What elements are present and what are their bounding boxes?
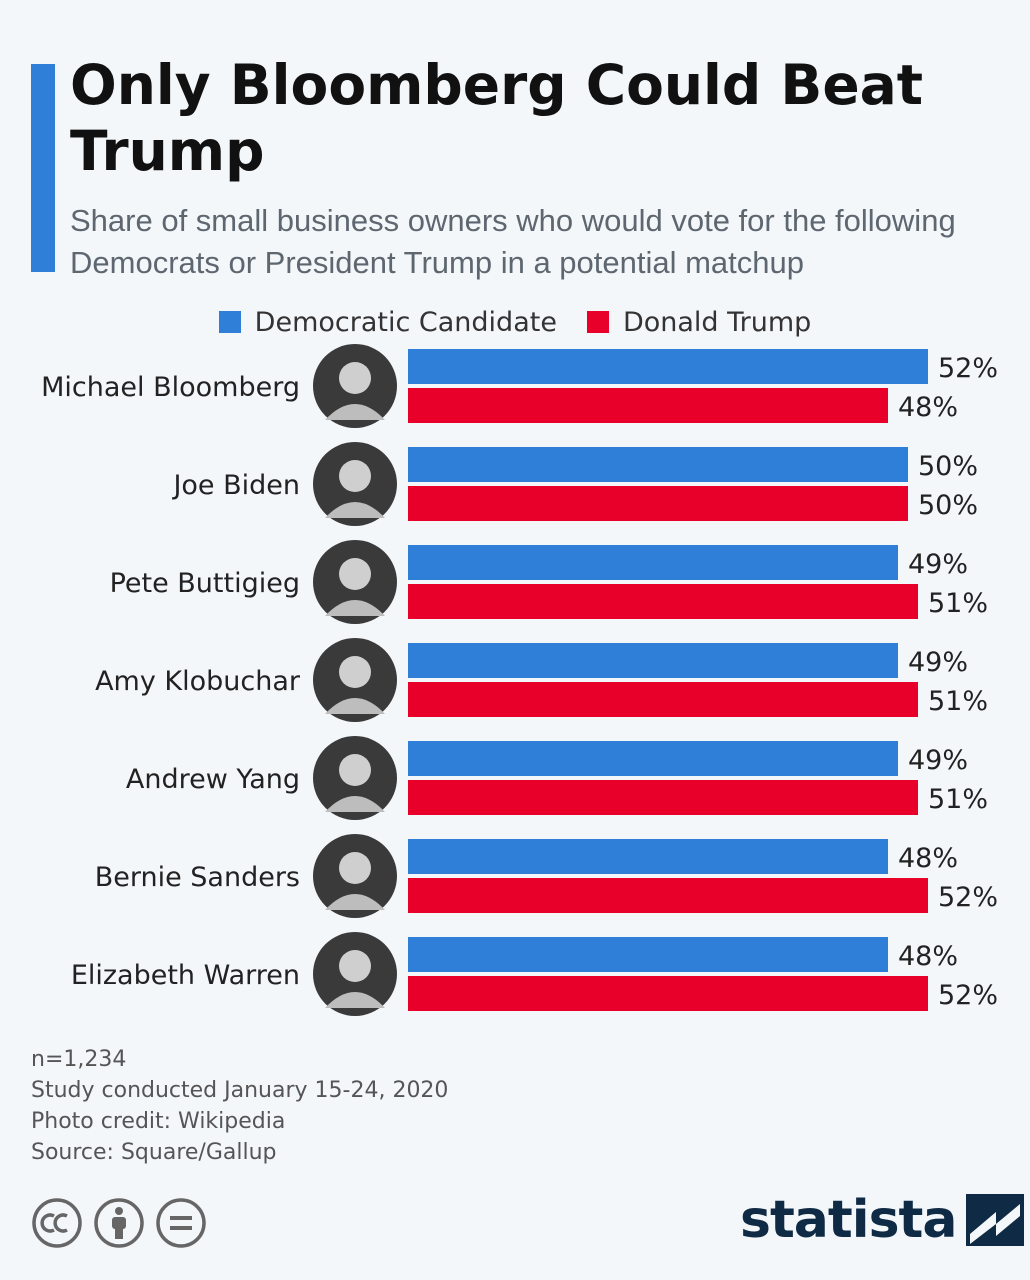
avatar (313, 736, 397, 820)
data-label: 48% (898, 392, 958, 423)
candidate-name-label: Amy Klobuchar (95, 666, 301, 697)
data-label: 51% (928, 588, 988, 619)
data-label: 49% (908, 647, 968, 678)
legend-item-trump: Donald Trump (586, 306, 812, 338)
bar-trump-joe-biden (408, 486, 908, 521)
data-label: 51% (928, 686, 988, 717)
bar-democratic-michael-bloomberg (408, 349, 928, 384)
statista-logo-icon (966, 1194, 1025, 1246)
data-label: 49% (908, 549, 968, 580)
chart-footer: n=1,234 Study conducted January 15-24, 2… (31, 1044, 448, 1168)
candidate-name-label: Pete Buttigieg (110, 568, 300, 599)
bar-group-bernie-sanders: Bernie Sanders 48% 52% (95, 834, 998, 918)
bar-trump-elizabeth-warren (408, 976, 928, 1011)
candidate-name-label: Elizabeth Warren (71, 960, 300, 991)
legend-swatch-trump (586, 311, 609, 333)
legend-item-democratic: Democratic Candidate (218, 306, 557, 338)
bar-trump-michael-bloomberg (408, 388, 888, 423)
bar-trump-bernie-sanders (408, 878, 928, 913)
avatar (313, 834, 397, 918)
bar-group-joe-biden: Joe Biden 50% 50% (171, 442, 978, 526)
data-label: 48% (898, 941, 958, 972)
footer-photo-credit: Photo credit: Wikipedia (31, 1109, 286, 1134)
avatar (313, 344, 397, 428)
bar-trump-pete-buttigieg (408, 584, 918, 619)
bar-group-elizabeth-warren: Elizabeth Warren 48% 52% (71, 932, 998, 1016)
candidate-name-label: Andrew Yang (126, 764, 300, 795)
bar-democratic-elizabeth-warren (408, 937, 888, 972)
attribution-icon[interactable] (94, 1198, 144, 1248)
candidate-name-label: Joe Biden (171, 470, 300, 501)
data-label: 52% (938, 882, 998, 913)
bar-democratic-andrew-yang (408, 741, 898, 776)
data-label: 52% (938, 980, 998, 1011)
candidate-name-label: Bernie Sanders (95, 862, 300, 893)
bar-democratic-pete-buttigieg (408, 545, 898, 580)
bar-trump-andrew-yang (408, 780, 918, 815)
footer-study-dates: Study conducted January 15-24, 2020 (31, 1078, 449, 1103)
avatar (313, 932, 397, 1016)
license-icons (32, 1198, 206, 1248)
data-label: 49% (908, 745, 968, 776)
bar-group-pete-buttigieg: Pete Buttigieg 49% 51% (110, 540, 988, 624)
data-label: 52% (938, 353, 998, 384)
data-label: 48% (898, 843, 958, 874)
candidate-name-label: Michael Bloomberg (41, 372, 300, 403)
chart-subtitle: Share of small business owners who would… (70, 203, 956, 280)
legend-swatch-democratic (218, 311, 241, 333)
cc-icon[interactable] (32, 1198, 82, 1248)
avatar (313, 638, 397, 722)
footer-source: Source: Square/Gallup (31, 1140, 277, 1165)
avatar (313, 540, 397, 624)
bar-democratic-bernie-sanders (408, 839, 888, 874)
avatar (313, 442, 397, 526)
data-label: 50% (918, 451, 978, 482)
bar-group-andrew-yang: Andrew Yang 49% 51% (126, 736, 988, 820)
legend-label-democratic: Democratic Candidate (254, 306, 557, 338)
bar-group-michael-bloomberg: Michael Bloomberg 52% 48% (41, 344, 998, 428)
legend-label-trump: Donald Trump (622, 306, 812, 338)
statista-brand[interactable]: statista (740, 1190, 1025, 1250)
bar-democratic-amy-klobuchar (408, 643, 898, 678)
bar-democratic-joe-biden (408, 447, 908, 482)
brand-name: statista (740, 1190, 957, 1250)
footer-sample-size: n=1,234 (31, 1047, 127, 1072)
bar-chart: Michael Bloomberg 52% 48% Joe Biden 50% 50% Pe… (41, 344, 998, 1016)
chart-title: Only Bloomberg Could Beat Trump (70, 53, 924, 183)
bar-trump-amy-klobuchar (408, 682, 918, 717)
chart-legend: Democratic Candidate Donald Trump (0, 304, 1030, 340)
data-label: 51% (928, 784, 988, 815)
bar-group-amy-klobuchar: Amy Klobuchar 49% 51% (95, 638, 988, 722)
no-derivatives-icon[interactable] (156, 1198, 206, 1248)
title-accent-bar (31, 64, 55, 272)
data-label: 50% (918, 490, 978, 521)
